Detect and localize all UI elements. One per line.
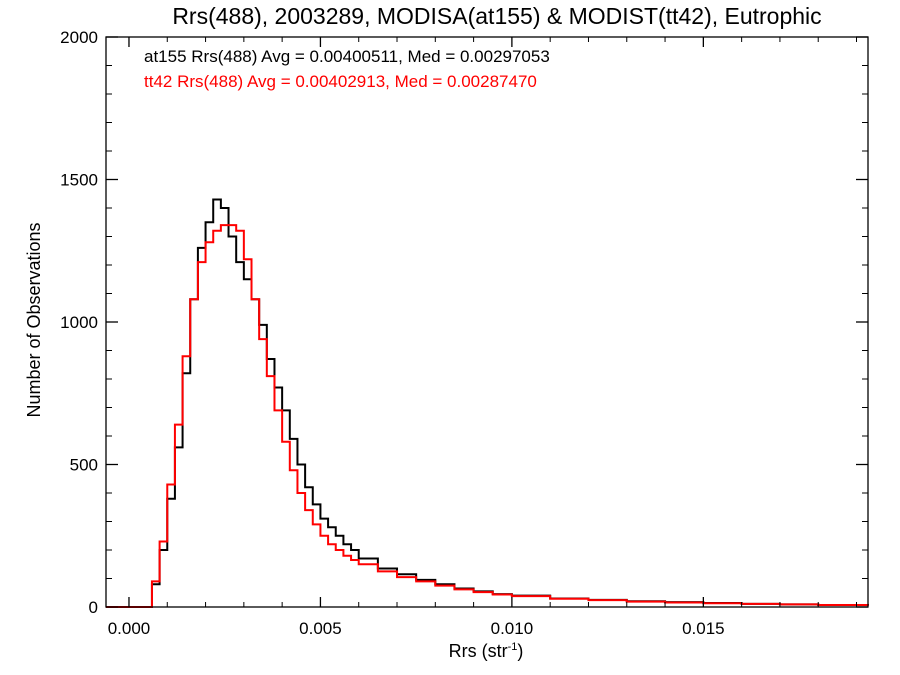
x-tick-label: 0.015 (682, 619, 725, 638)
tick-layer: 0.000 0.005 0.010 0.015 0 500 1000 1500 2000 (60, 28, 868, 638)
x-tick-label: 0.005 (299, 619, 342, 638)
series-line-tt42 (106, 224, 869, 608)
series-line-at155 (106, 198, 869, 608)
x-axis-label-superscript: -1 (508, 641, 518, 653)
y-axis-label-group: Number of Observations (24, 222, 44, 417)
plot-frame (105, 36, 869, 608)
x-tick-label: 0.010 (491, 619, 534, 638)
y-tick-label: 1000 (60, 313, 98, 332)
x-tick-label: 0.000 (108, 619, 151, 638)
y-tick-label: 1500 (60, 171, 98, 190)
chart-title: Rrs(488), 2003289, MODISA(at155) & MODIS… (172, 3, 821, 29)
annotation-layer: at155 Rrs(488) Avg = 0.00400511, Med = 0… (144, 47, 550, 91)
x-axis-label: Rrs (str-1) (449, 641, 524, 661)
x-axis-label-close: ) (517, 641, 523, 661)
y-tick-label: 500 (70, 456, 98, 475)
y-tick-label: 0 (89, 598, 98, 617)
y-axis-label: Number of Observations (24, 222, 44, 417)
annotation-at155: at155 Rrs(488) Avg = 0.00400511, Med = 0… (144, 47, 550, 66)
series-layer (106, 198, 869, 608)
y-tick-label: 2000 (60, 28, 98, 47)
annotation-tt42: tt42 Rrs(488) Avg = 0.00402913, Med = 0.… (144, 72, 537, 91)
x-axis-label-main: Rrs (str (449, 641, 508, 661)
